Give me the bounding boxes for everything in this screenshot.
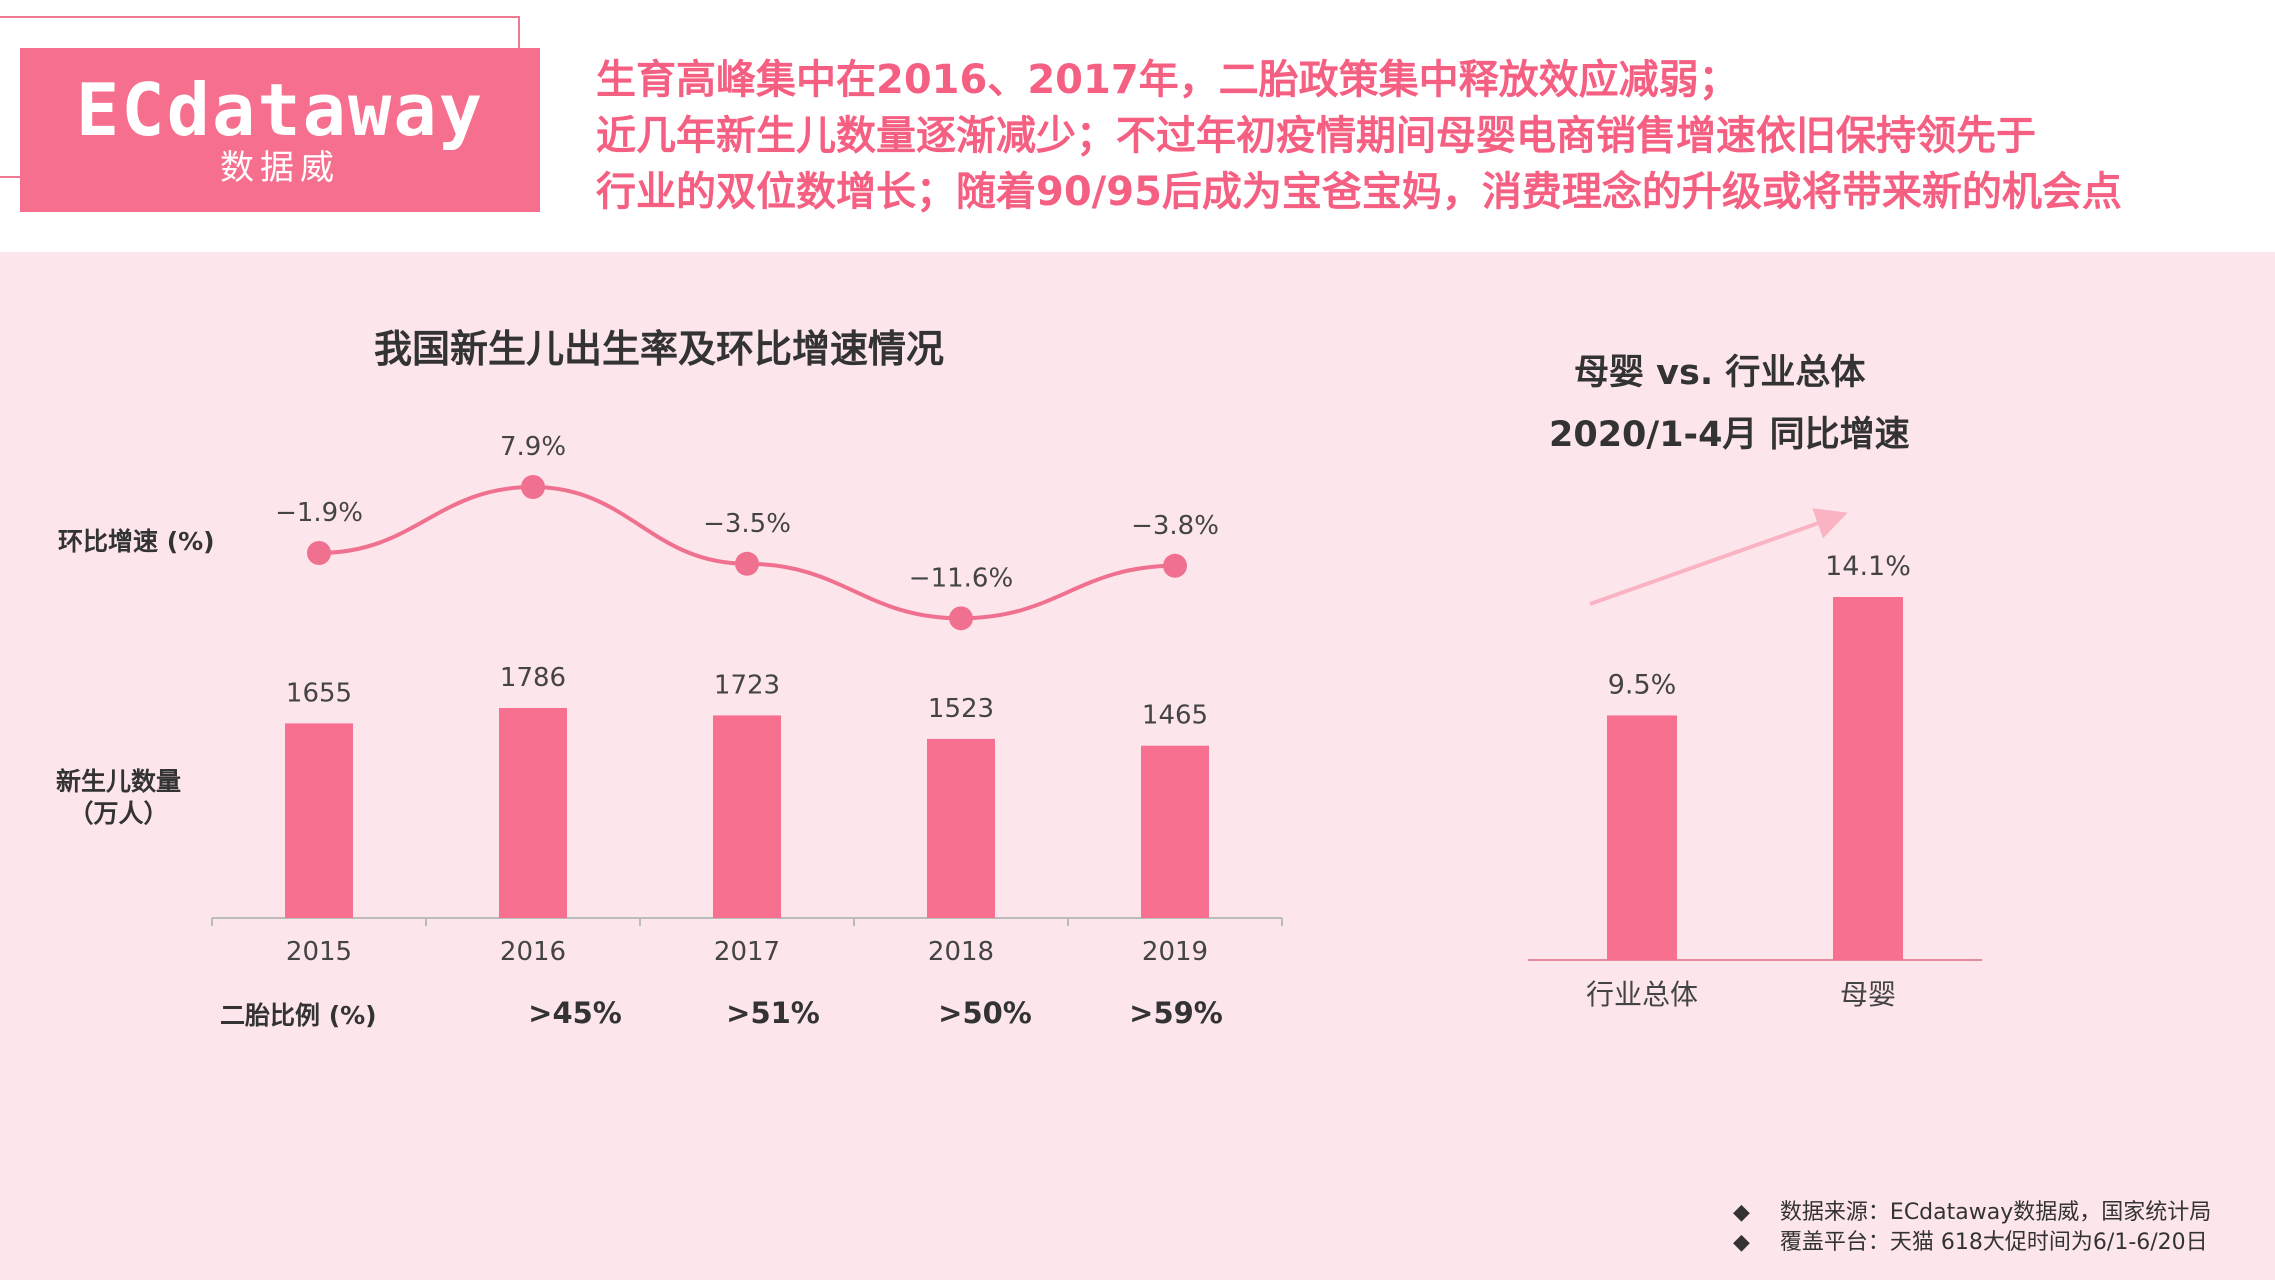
right-chart: 9.5% 行业总体 14.1% 母婴 [1528,508,1982,1011]
growth-point-2017 [735,551,759,576]
source-line-1: ◆ 数据来源：ECdataway数据威，国家统计局 [1733,1198,2211,1228]
growth-point-2018 [949,606,973,631]
bar-label-2017: 1723 [714,670,780,700]
ratio-value-2016: >45% [528,996,622,1030]
left-chart-title: 我国新生儿出生率及环比增速情况 [374,327,945,371]
bar-母婴 [1833,597,1903,960]
logo: ECdataway 数据威 [20,48,540,212]
bar-行业总体 [1607,715,1677,960]
bar-label-2018: 1523 [928,694,994,724]
x-tick-label-2017: 2017 [714,937,780,967]
x-tick-label-2016: 2016 [500,937,566,967]
bar-2019 [1141,745,1209,918]
growth-row-label: 环比增速 (%) [58,527,215,556]
growth-point-2016 [521,475,545,499]
births-label-line-1: 新生儿数量 [56,767,182,796]
bar-2018 [927,738,995,918]
bar-label-2019: 1465 [1142,701,1208,731]
ratio-value-2019: >59% [1129,996,1223,1030]
growth-point-2019 [1163,553,1187,578]
left-chart: 1655 2015 1786 2016 1723 2017 1523 2018 1465 2019… [211,432,1283,967]
growth-label-2015: −1.9% [275,498,363,528]
ratio-value-2018: >50% [938,996,1032,1030]
growth-label-2017: −3.5% [703,509,791,539]
diamond-icon: ◆ [1733,1230,1750,1255]
headline-line-1: 生育高峰集中在2016、2017年，二胎政策集中释放效应减弱； [596,57,1739,103]
ratio-value-2017: >51% [726,996,820,1030]
ratio-row-label: 二胎比例 (%) [220,1001,377,1030]
logo-main-text: ECdataway [75,68,485,152]
bar-label-母婴: 14.1% [1825,551,1911,582]
x-tick-label-母婴: 母婴 [1840,978,1896,1011]
logo-sub-text: 数据威 [220,148,340,188]
bar-2016 [499,708,567,918]
right-chart-title-line-2: 2020/1-4月 同比增速 [1549,415,1910,455]
x-tick-label-2018: 2018 [928,937,994,967]
growth-label-2018: −11.6% [909,563,1013,593]
growth-label-2019: −3.8% [1131,511,1219,541]
x-tick-label-2015: 2015 [286,937,352,967]
source-line-2: ◆ 覆盖平台：天猫 618大促时间为6/1-6/20日 [1733,1228,2211,1258]
headline-line-2: 近几年新生儿数量逐渐减少；不过年初疫情期间母婴电商销售增速依旧保持领先于 [596,113,2036,159]
trend-arrow-icon [1589,508,1848,606]
x-tick-label-行业总体: 行业总体 [1586,978,1698,1011]
source-note: ◆ 数据来源：ECdataway数据威，国家统计局 ◆ 覆盖平台：天猫 618大促时… [1733,1198,2211,1258]
bar-label-2015: 1655 [286,678,352,708]
bar-label-2016: 1786 [500,663,566,693]
bar-label-行业总体: 9.5% [1608,669,1677,700]
bar-2015 [285,723,353,918]
source-text-2: 覆盖平台：天猫 618大促时间为6/1-6/20日 [1779,1230,2208,1255]
bar-2017 [713,715,781,918]
headline-line-3: 行业的双位数增长；随着90/95后成为宝爸宝妈，消费理念的升级或将带来新的机会点 [596,169,2122,215]
x-tick-label-2019: 2019 [1142,937,1208,967]
growth-label-2016: 7.9% [500,432,566,462]
diamond-icon: ◆ [1733,1200,1750,1225]
growth-point-2015 [307,541,331,565]
headline: 生育高峰集中在2016、2017年，二胎政策集中释放效应减弱； 近几年新生儿数量… [596,52,2256,220]
source-text-1: 数据来源：ECdataway数据威，国家统计局 [1779,1200,2212,1225]
births-row-label: 新生儿数量 （万人） [56,766,181,830]
births-label-line-2: （万人） [68,799,169,828]
right-chart-title-line-1: 母婴 vs. 行业总体 [1574,353,1866,393]
